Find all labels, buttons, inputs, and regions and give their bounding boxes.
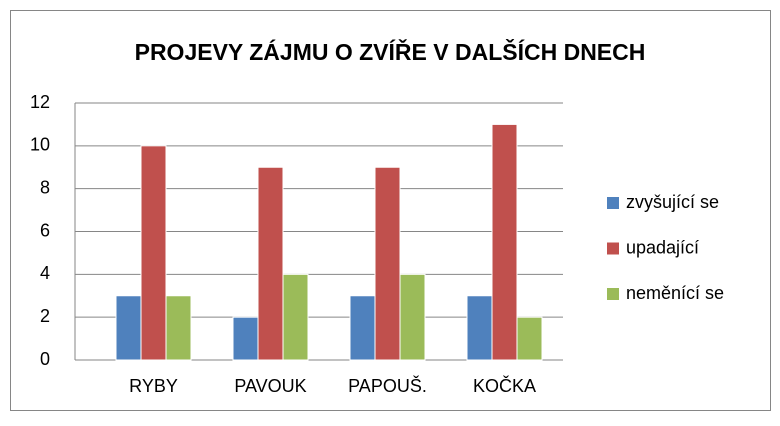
bar — [115, 295, 142, 361]
bar — [140, 145, 167, 361]
legend-swatch — [607, 242, 619, 255]
legend-swatch — [607, 288, 619, 300]
legend-swatch — [607, 197, 619, 209]
y-tick-label: 10 — [30, 135, 50, 155]
bar — [257, 166, 284, 361]
x-tick-label: KOČKA — [473, 375, 536, 396]
bar — [349, 295, 376, 361]
bar — [165, 295, 192, 361]
bar — [516, 316, 543, 361]
bar — [466, 295, 493, 361]
y-tick-label: 12 — [30, 92, 50, 112]
bar — [374, 166, 401, 361]
legend-label: neměnící se — [626, 283, 724, 303]
chart-title: PROJEVY ZÁJMU O ZVÍŘE V DALŠÍCH DNECH — [135, 38, 646, 65]
bar — [399, 273, 426, 361]
legend-label: upadající — [626, 237, 699, 257]
legend-label: zvyšující se — [626, 192, 719, 212]
x-tick-label: PAPOUŠ. — [348, 375, 427, 396]
y-tick-label: 6 — [40, 220, 50, 240]
y-tick-label: 8 — [40, 177, 50, 197]
x-tick-label: PAVOUK — [234, 376, 306, 396]
y-tick-label: 0 — [40, 349, 50, 369]
x-tick-label: RYBY — [129, 376, 178, 396]
bar — [232, 316, 259, 361]
y-tick-label: 2 — [40, 306, 50, 326]
y-tick-label: 4 — [40, 263, 50, 283]
bar — [282, 273, 309, 361]
bar — [491, 123, 518, 361]
